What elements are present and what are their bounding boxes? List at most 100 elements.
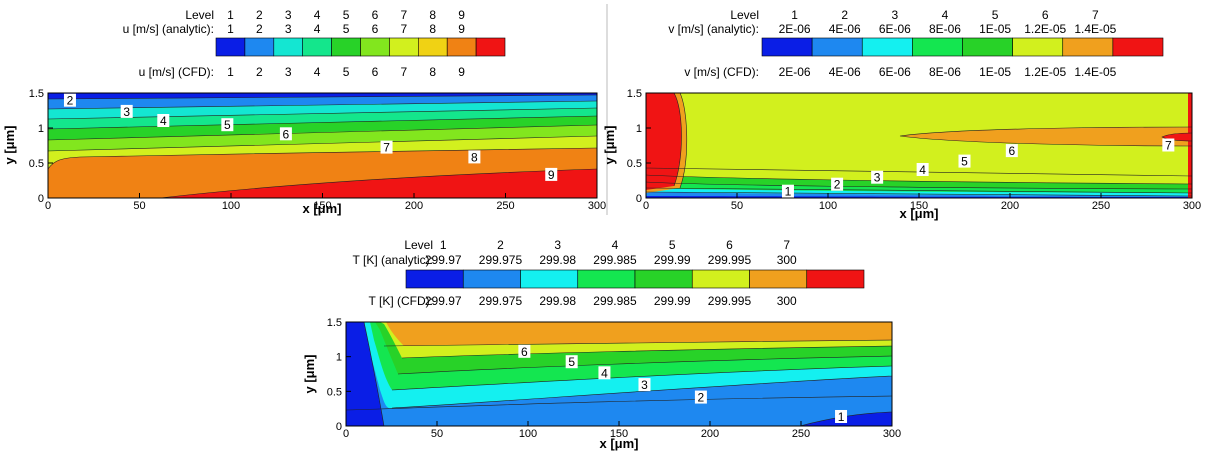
v-legend-level-5: 5 bbox=[992, 8, 999, 22]
t-xtick-label-4: 200 bbox=[701, 428, 719, 440]
t-legend-analytic-value-2: 299.975 bbox=[479, 253, 523, 267]
v-contour-label-6: 6 bbox=[1008, 144, 1015, 158]
v-band-6 bbox=[900, 127, 1192, 146]
t-legend-level-title: Level bbox=[404, 238, 433, 252]
v-legend-cfd-value-5: 1E-05 bbox=[979, 65, 1011, 79]
v-ytick-label-0: 0 bbox=[636, 193, 642, 205]
u-contour-label-bg-8 bbox=[545, 167, 558, 181]
v-legend-analytic-value-3: 6E-06 bbox=[879, 22, 911, 36]
u-legend-level-title: Level bbox=[185, 8, 214, 22]
v-legend-swatch-6 bbox=[1012, 37, 1064, 57]
u-legend-swatch-1 bbox=[215, 37, 246, 57]
t-legend-cfd-value-4: 299.985 bbox=[593, 294, 637, 308]
u-contour-label-1: 2 bbox=[67, 94, 74, 108]
u-ytick-label-3: 1.5 bbox=[29, 88, 44, 100]
u-contour-label-2: 3 bbox=[123, 105, 130, 119]
u-legend-level-6: 6 bbox=[372, 8, 379, 22]
v-contour-label-5: 5 bbox=[961, 155, 968, 169]
u-legend-swatch-9 bbox=[446, 37, 477, 57]
v-legend-swatch-4 bbox=[912, 37, 963, 57]
t-legend-swatch-2 bbox=[462, 269, 521, 289]
u-legend-cfd-value-2: 2 bbox=[256, 65, 263, 79]
u-contour-label-bg-3 bbox=[157, 114, 170, 127]
t-contour-label-2: 5 bbox=[568, 355, 575, 369]
u-xtick-label-6: 300 bbox=[588, 200, 606, 212]
v-legend-analytic-title: v [m/s] (analytic): bbox=[668, 22, 759, 36]
v-xlabel: x [μm] bbox=[899, 206, 938, 221]
u-legend-analytic-value-8: 8 bbox=[429, 22, 436, 36]
u-contour-label-bg-7 bbox=[468, 150, 481, 164]
v-legend-level-2: 2 bbox=[841, 8, 848, 22]
u-legend-analytic-value-3: 3 bbox=[285, 22, 292, 36]
v-legend-analytic-value-4: 8E-06 bbox=[929, 22, 961, 36]
t-legend-analytic-title: T [K] (analytic): bbox=[353, 253, 433, 267]
t-legend-cfd-title: T [K] (CFD): bbox=[369, 294, 433, 308]
v-contour-label-bg-1 bbox=[781, 184, 794, 198]
v-xtick-label-4: 200 bbox=[1001, 200, 1019, 212]
t-legend-analytic-value-3: 299.98 bbox=[539, 253, 576, 267]
t-xtick-label-5: 250 bbox=[792, 428, 810, 440]
t-contour-label-6: 1 bbox=[838, 410, 845, 424]
v-xtick-label-6: 300 bbox=[1183, 200, 1201, 212]
v-ytick-label-2: 1 bbox=[636, 123, 642, 135]
v-xtick-label-3: 150 bbox=[910, 200, 928, 212]
u-legend-cfd-value-4: 4 bbox=[314, 65, 321, 79]
t-ytick-label-3: 1.5 bbox=[327, 317, 342, 329]
t-ytick-label-2: 1 bbox=[336, 352, 342, 364]
u-legend-cfd-value-3: 3 bbox=[285, 65, 292, 79]
u-legend: Level u [m/s] (analytic): u [m/s] (CFD):… bbox=[123, 8, 506, 79]
u-legend-swatch-6 bbox=[360, 37, 390, 57]
t-legend-analytic-value-1: 299.97 bbox=[425, 253, 462, 267]
u-xtick-label-2: 100 bbox=[222, 200, 240, 212]
t-legend-level-7: 7 bbox=[783, 238, 790, 252]
v-xtick-label-2: 100 bbox=[819, 200, 837, 212]
u-ytick-label-2: 1 bbox=[38, 123, 44, 135]
t-contour-panel: Level T [K] (analytic): T [K] (CFD): 1 2 3… bbox=[302, 238, 901, 451]
t-legend-analytic-value-4: 299.985 bbox=[593, 253, 637, 267]
u-legend-swatch-3 bbox=[273, 37, 303, 57]
u-contour-field: 2 3 4 5 6 7 8 9 bbox=[48, 93, 597, 198]
u-contour-label-bg-2 bbox=[120, 104, 133, 118]
v-legend-analytic-value-6: 1.2E-05 bbox=[1024, 22, 1066, 36]
u-contour-label-bg-5 bbox=[279, 127, 292, 141]
v-legend-cfd-value-6: 1.2E-05 bbox=[1024, 65, 1066, 79]
t-legend-level-6: 6 bbox=[726, 238, 733, 252]
u-legend-level-2: 2 bbox=[256, 8, 263, 22]
v-legend: Level v [m/s] (analytic): v [m/s] (CFD):… bbox=[668, 8, 1164, 79]
t-contour-label-bg-4 bbox=[638, 378, 651, 392]
t-contour-label-5: 2 bbox=[698, 391, 705, 405]
u-legend-analytic-value-6: 6 bbox=[372, 22, 379, 36]
v-xtick-label-5: 250 bbox=[1092, 200, 1110, 212]
t-legend-swatch-5 bbox=[634, 269, 693, 289]
u-legend-swatch-2 bbox=[244, 37, 275, 57]
u-ytick-label-1: 0.5 bbox=[29, 158, 44, 170]
u-legend-cfd-value-7: 7 bbox=[401, 65, 408, 79]
v-contour-label-bg-2 bbox=[831, 177, 844, 191]
v-contour-field: 1 2 3 4 5 6 7 bbox=[646, 93, 1192, 198]
u-contour-label-7: 8 bbox=[471, 150, 478, 164]
v-legend-swatch-2 bbox=[811, 37, 863, 57]
u-legend-level-9: 9 bbox=[458, 8, 465, 22]
u-legend-level-4: 4 bbox=[314, 8, 321, 22]
v-ytick-label-1: 0.5 bbox=[627, 158, 642, 170]
v-contour-label-bg-5 bbox=[958, 154, 971, 168]
v-contour-label-4: 4 bbox=[919, 163, 926, 177]
u-contour-label-bg-4 bbox=[221, 118, 234, 132]
v-contour-label-bg-4 bbox=[916, 163, 929, 176]
v-legend-level-1: 1 bbox=[791, 8, 798, 22]
v-legend-swatch-7 bbox=[1062, 37, 1114, 57]
u-legend-analytic-value-7: 7 bbox=[401, 22, 408, 36]
u-legend-level-3: 3 bbox=[285, 8, 292, 22]
v-legend-cfd-value-7: 1.4E-05 bbox=[1074, 65, 1116, 79]
v-legend-analytic-value-1: 2E-06 bbox=[779, 22, 811, 36]
t-legend-swatch-7 bbox=[749, 269, 808, 289]
u-contour-label-bg-1 bbox=[63, 93, 76, 107]
t-legend-analytic-value-5: 299.99 bbox=[654, 253, 691, 267]
t-legend-swatch-4 bbox=[577, 269, 636, 289]
u-legend-level-5: 5 bbox=[343, 8, 350, 22]
u-legend-analytic-value-9: 9 bbox=[458, 22, 465, 36]
v-legend-swatch-8 bbox=[1112, 37, 1164, 57]
u-ytick-label-0: 0 bbox=[38, 193, 44, 205]
u-contour-label-3: 4 bbox=[160, 114, 167, 128]
u-contour-label-4: 5 bbox=[224, 118, 231, 132]
